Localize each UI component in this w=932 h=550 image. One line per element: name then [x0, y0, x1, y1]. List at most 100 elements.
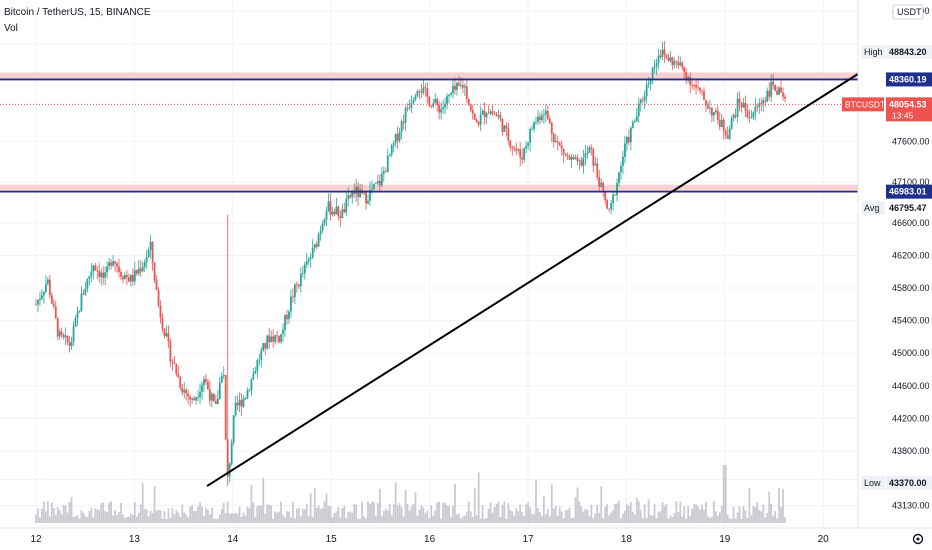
volume-bar [408, 510, 411, 523]
candle-body [616, 183, 618, 196]
candle-body [149, 241, 152, 251]
volume-bar [396, 505, 399, 523]
volume-bar [736, 512, 739, 523]
candle-body [679, 62, 682, 66]
volume-bar [489, 502, 492, 523]
volume-bar [627, 505, 630, 523]
candle-body [782, 92, 784, 97]
volume-bar [216, 518, 219, 523]
candle-body [394, 134, 397, 144]
candle-body [436, 98, 439, 106]
volume-bar [440, 518, 443, 523]
volume-bar [720, 506, 723, 523]
candle-body [373, 183, 375, 190]
candle-body [62, 334, 65, 338]
candle-body [82, 293, 85, 295]
candle-body [418, 91, 421, 92]
volume-bar [570, 517, 573, 523]
candle-body [70, 341, 73, 346]
candle-body [43, 291, 45, 296]
volume-bar [404, 489, 407, 523]
candle-body [471, 110, 474, 114]
candle-body [633, 121, 636, 123]
volume-bar [756, 501, 759, 523]
candle-body [323, 219, 326, 224]
candle-body [681, 62, 684, 68]
volume-bar [311, 516, 314, 523]
volume-bar [744, 510, 747, 523]
volume-bar [236, 513, 239, 523]
time-axis[interactable]: 12 13 14 15 16 17 18 19 20 [0, 527, 932, 550]
candle-body [639, 99, 642, 104]
candle-body [554, 141, 557, 143]
candle-body [523, 148, 526, 160]
gear-icon [912, 533, 924, 545]
volume-bar [732, 506, 735, 523]
candle-body [274, 335, 277, 342]
candle-body [246, 390, 249, 399]
volume-bar [539, 512, 541, 523]
volume-bar [517, 511, 520, 523]
candle-body [456, 83, 458, 90]
candle-body [689, 77, 692, 85]
volume-bar [173, 514, 176, 523]
support-value: 46983.01 [889, 187, 927, 197]
volume-bar [760, 511, 763, 523]
volume-bar [37, 508, 39, 523]
candle-body [252, 373, 255, 379]
candle-body [762, 100, 765, 104]
candle-body [120, 272, 122, 277]
candle-body [299, 273, 302, 287]
candle-body [64, 335, 67, 338]
volume-bar [695, 504, 697, 523]
volume-bar [456, 514, 458, 523]
candle-body [511, 147, 514, 149]
volume-bar [234, 512, 237, 523]
volume-bar [477, 472, 480, 523]
volume-bar [44, 511, 47, 523]
candle-body [434, 98, 437, 104]
volume-bar [616, 503, 618, 523]
candle-body [695, 85, 697, 88]
price-tick-label: 46200.00 [892, 250, 930, 260]
volume-bar [598, 512, 601, 523]
volume-bar [529, 507, 531, 523]
price-tick-label: 45000.00 [892, 348, 930, 358]
candle-body [181, 387, 184, 393]
price-axis[interactable]: 49200.0047600.0047100.0046600.0046200.00… [842, 0, 932, 528]
candle-body [112, 261, 114, 266]
candle-body [131, 274, 134, 282]
candle-body [596, 163, 599, 177]
candle-body [756, 106, 759, 108]
volume-bar [772, 515, 775, 523]
candle-body [446, 96, 448, 104]
candle-body [770, 81, 773, 97]
candle-body [527, 142, 529, 146]
volume-bar [43, 501, 45, 523]
volume-bar [167, 508, 170, 523]
candle-body [612, 194, 614, 204]
candle-body [369, 189, 371, 201]
volume-bar [371, 501, 373, 523]
candle-body [716, 110, 719, 121]
volume-bar [112, 515, 114, 523]
candle-body [438, 105, 441, 113]
candle-body [58, 331, 61, 337]
candle-body [143, 262, 146, 267]
volume-bar [481, 505, 484, 523]
volume-bar [770, 503, 773, 523]
volume-bar [353, 504, 356, 523]
volume-bar [671, 516, 674, 523]
candle-body [355, 186, 358, 195]
volume-bar [288, 511, 290, 523]
volume-bar [653, 504, 656, 523]
volume-bar [754, 507, 757, 523]
volume-bar [355, 504, 358, 523]
volume-bar [422, 507, 425, 523]
resistance-value-bg [886, 72, 932, 87]
candle-body [645, 84, 648, 97]
candle-body [624, 143, 626, 157]
candle-body [410, 102, 413, 108]
candle-body [440, 108, 443, 113]
